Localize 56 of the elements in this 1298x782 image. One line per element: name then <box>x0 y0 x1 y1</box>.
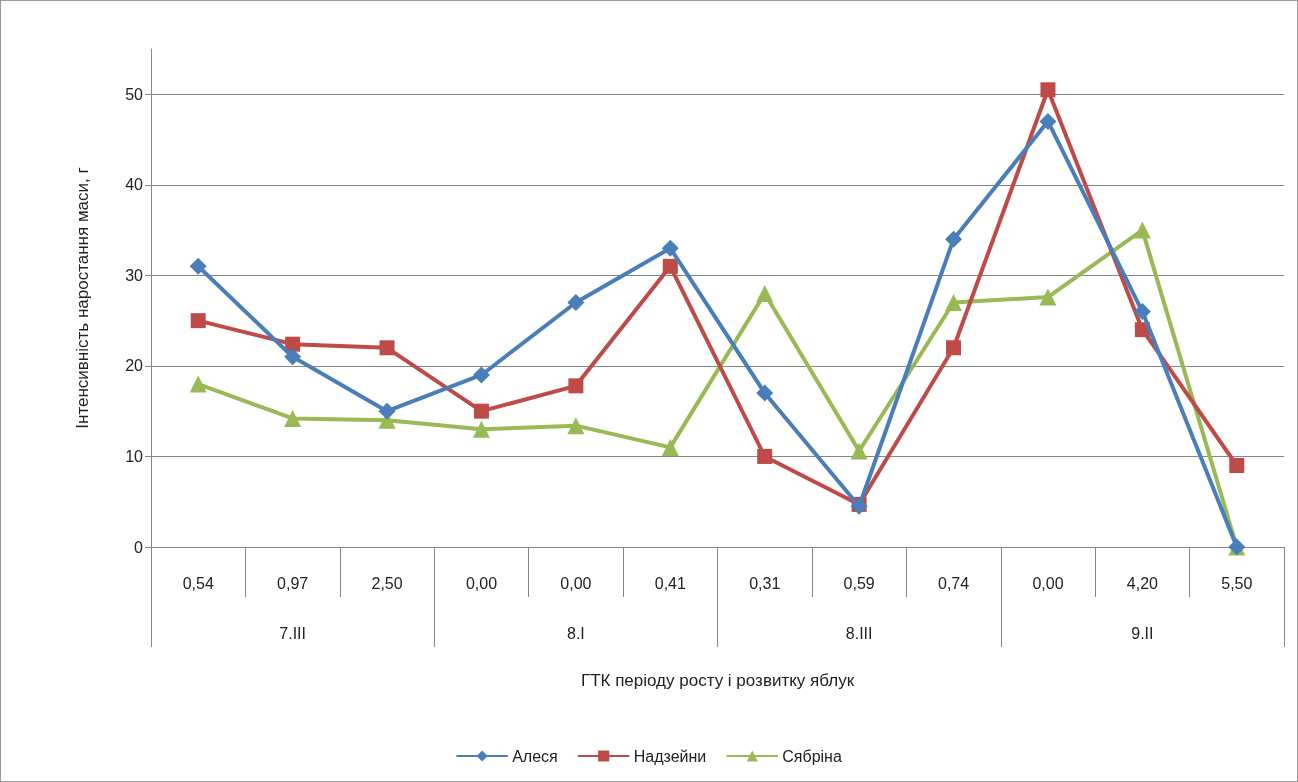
point <box>567 294 585 312</box>
text: 7.III <box>279 624 306 642</box>
y-tick-label: 0 <box>134 538 144 556</box>
point <box>1040 82 1056 98</box>
x-tick-label: 0,41 <box>654 574 686 592</box>
x-tick-label: 0,00 <box>1032 574 1064 592</box>
point <box>1133 303 1151 321</box>
legend-label: Алеся <box>512 747 558 765</box>
point <box>1229 458 1245 474</box>
x-tick-label: 0,54 <box>182 574 214 592</box>
point <box>756 284 774 302</box>
point <box>568 378 584 394</box>
point <box>472 420 490 438</box>
point <box>379 340 395 356</box>
x-axis-title: ГТК періоду росту і розвитку яблук <box>580 671 855 690</box>
y-tick-label: 10 <box>125 447 144 465</box>
point <box>284 409 302 427</box>
point <box>1039 112 1057 130</box>
legend-label: Сябріна <box>782 747 842 765</box>
point <box>946 340 962 356</box>
point <box>1039 288 1057 306</box>
point <box>189 257 207 275</box>
point <box>850 442 868 460</box>
point <box>567 417 585 435</box>
x-tick-label: 2,50 <box>371 574 403 592</box>
point <box>661 438 679 456</box>
point <box>756 384 774 402</box>
x-tick-label: 0,00 <box>560 574 592 592</box>
x-tick-label: 0,97 <box>277 574 309 592</box>
point <box>473 403 489 419</box>
x-tick-label: 0,74 <box>937 574 970 592</box>
text: 8.I <box>566 624 585 642</box>
x-tick-label: 0,00 <box>465 574 498 592</box>
y-tick-label: 50 <box>125 85 144 103</box>
point <box>189 375 207 393</box>
point <box>945 294 963 312</box>
legend-label: Надзейни <box>633 747 707 765</box>
x-tick-label: 4,20 <box>1126 574 1159 592</box>
y-tick-label: 30 <box>125 266 144 284</box>
y-tick-label: 40 <box>125 176 144 194</box>
text: 9.II <box>1131 624 1154 642</box>
x-tick-label: 0,31 <box>749 574 781 592</box>
x-tick-label: 0,59 <box>843 574 875 592</box>
point <box>1133 221 1151 239</box>
y-tick-label: 20 <box>125 357 144 375</box>
point <box>945 230 963 248</box>
point <box>661 239 679 257</box>
x-tick-label: 5,50 <box>1221 574 1253 592</box>
point <box>662 258 678 274</box>
point <box>472 366 490 384</box>
text: 8.III <box>845 624 873 642</box>
point <box>190 313 206 329</box>
y-axis-title: Інтенсивність наростання маси, г <box>73 167 92 429</box>
point <box>284 348 302 366</box>
point <box>378 402 396 420</box>
point <box>757 448 773 464</box>
